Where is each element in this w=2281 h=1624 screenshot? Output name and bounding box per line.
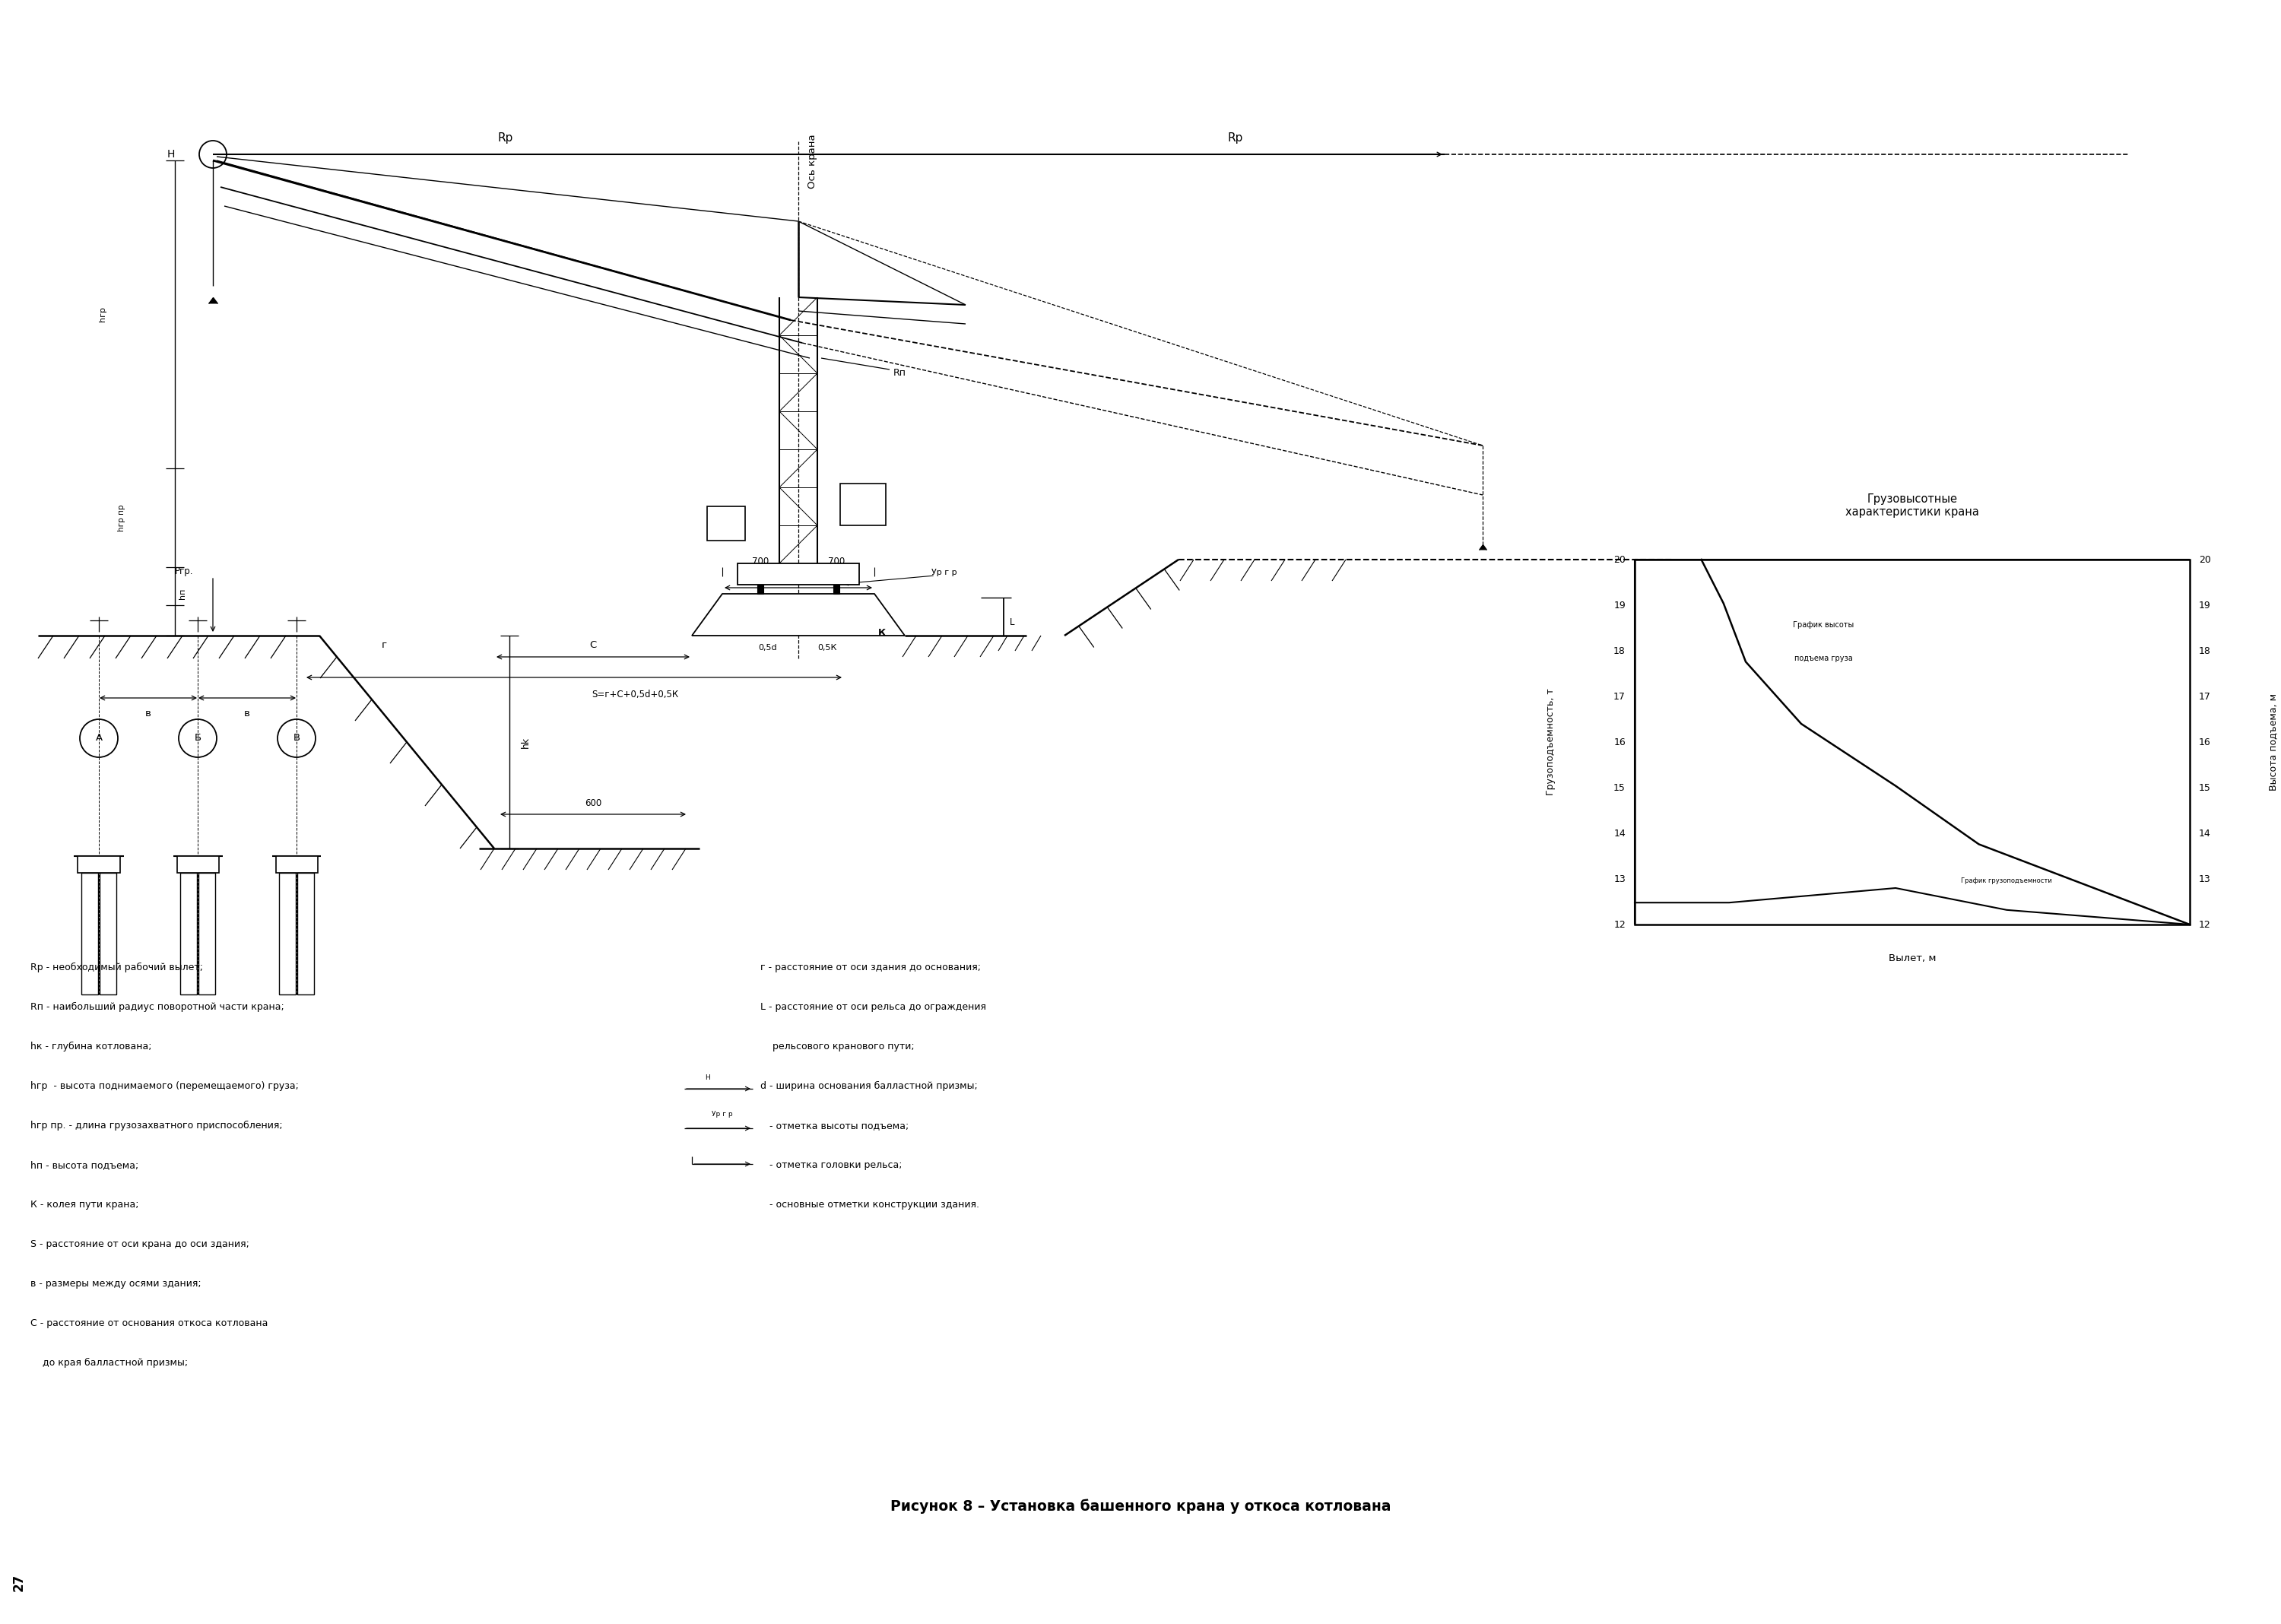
Text: Ось крана: Ось крана	[807, 133, 817, 188]
Text: hгр: hгр	[98, 307, 107, 322]
Text: hгр пр: hгр пр	[119, 505, 125, 531]
Text: Rп - наибольший радиус поворотной части крана;: Rп - наибольший радиус поворотной части …	[30, 1002, 285, 1012]
Bar	[276, 856, 317, 872]
Text: S=г+С+0,5d+0,5К: S=г+С+0,5d+0,5К	[591, 689, 677, 698]
Text: d - ширина основания балластной призмы;: d - ширина основания балластной призмы;	[760, 1082, 979, 1091]
Text: 18: 18	[1613, 646, 1626, 656]
Text: - отметка высоты подъема;: - отметка высоты подъема;	[760, 1121, 908, 1130]
Text: Rp - необходимый рабочий вылет;: Rp - необходимый рабочий вылет;	[30, 963, 203, 973]
Text: 17: 17	[1613, 692, 1626, 702]
Text: H: H	[167, 149, 176, 159]
Text: 15: 15	[2199, 783, 2210, 793]
Text: в: в	[244, 708, 251, 718]
Bar	[737, 564, 860, 585]
Bar	[180, 872, 196, 994]
Text: - отметка головки рельса;: - отметка головки рельса;	[760, 1160, 901, 1171]
Text: С: С	[588, 640, 598, 651]
Bar	[833, 585, 839, 594]
Text: Ур г р: Ур г р	[712, 1111, 732, 1117]
Text: 13: 13	[1613, 874, 1626, 883]
Text: Вылет, м: Вылет, м	[1889, 953, 1937, 963]
Text: Грузовысотные
характеристики крана: Грузовысотные характеристики крана	[1845, 494, 1980, 518]
Text: 16: 16	[2199, 737, 2210, 747]
Text: 13: 13	[2199, 874, 2210, 883]
Text: г - расстояние от оси здания до основания;: г - расстояние от оси здания до основани…	[760, 963, 981, 973]
Polygon shape	[691, 594, 906, 635]
Text: - основные отметки конструкции здания.: - основные отметки конструкции здания.	[760, 1200, 979, 1210]
Text: График высоты: График высоты	[1793, 622, 1854, 628]
Text: рельсового кранового пути;: рельсового кранового пути;	[760, 1041, 915, 1051]
Text: 16: 16	[1613, 737, 1626, 747]
Text: hк - глубина котлована;: hк - глубина котлована;	[30, 1041, 151, 1052]
Text: H: H	[705, 1073, 709, 1080]
Text: С - расстояние от основания откоса котлована: С - расстояние от основания откоса котло…	[30, 1319, 267, 1328]
Text: 20: 20	[2199, 555, 2210, 565]
Text: Грузоподъемность, т: Грузоподъемность, т	[1547, 689, 1556, 796]
Text: hп - высота подъема;: hп - высота подъема;	[30, 1160, 139, 1171]
Bar	[278, 872, 297, 994]
Text: в: в	[146, 708, 151, 718]
Text: 18: 18	[2199, 646, 2210, 656]
Bar	[78, 856, 119, 872]
Text: 0,5d: 0,5d	[760, 645, 778, 651]
Text: L - расстояние от оси рельса до ограждения: L - расстояние от оси рельса до огражден…	[760, 1002, 985, 1012]
Text: 20: 20	[1613, 555, 1626, 565]
Text: в - размеры между осями здания;: в - размеры между осями здания;	[30, 1278, 201, 1289]
Text: до края балластной призмы;: до края балластной призмы;	[30, 1358, 187, 1367]
Bar	[100, 872, 116, 994]
Text: Rp: Rp	[1227, 132, 1243, 143]
Text: 12: 12	[1613, 919, 1626, 929]
Text: 27: 27	[11, 1574, 25, 1592]
Text: hгр пр. - длина грузозахватного приспособления;: hгр пр. - длина грузозахватного приспосо…	[30, 1121, 283, 1130]
Text: 700: 700	[753, 555, 769, 567]
Text: 17: 17	[2199, 692, 2210, 702]
Bar	[198, 872, 214, 994]
Text: 15: 15	[1613, 783, 1626, 793]
Text: А: А	[96, 734, 103, 744]
Text: г: г	[381, 640, 388, 651]
Text: 700: 700	[828, 555, 844, 567]
Text: d: d	[796, 570, 801, 580]
Text: Ргр.: Ргр.	[176, 567, 194, 577]
Text: hп: hп	[178, 588, 187, 599]
Bar	[178, 856, 219, 872]
Text: К: К	[878, 627, 885, 638]
Bar	[82, 872, 98, 994]
Text: 19: 19	[1613, 601, 1626, 611]
Text: подъема груза: подъема груза	[1795, 654, 1852, 663]
Text: 14: 14	[1613, 828, 1626, 838]
Text: Б: Б	[194, 734, 201, 744]
Text: В: В	[292, 734, 301, 744]
Bar	[297, 872, 315, 994]
Text: К - колея пути крана;: К - колея пути крана;	[30, 1200, 139, 1210]
Text: 14: 14	[2199, 828, 2210, 838]
Text: hk: hk	[520, 736, 531, 747]
Text: Высота подъема, м: Высота подъема, м	[2267, 693, 2279, 791]
Bar	[1635, 560, 2190, 924]
Text: 12: 12	[2199, 919, 2210, 929]
Text: Ур г р: Ур г р	[931, 568, 958, 577]
Bar	[839, 484, 885, 526]
Text: 19: 19	[2199, 601, 2210, 611]
Text: 0,5К: 0,5К	[817, 645, 837, 651]
Bar	[707, 507, 746, 541]
Bar	[757, 585, 764, 594]
Text: 600: 600	[584, 797, 602, 807]
Text: hгр  - высота поднимаемого (перемещаемого) груза;: hгр - высота поднимаемого (перемещаемого…	[30, 1082, 299, 1091]
Text: S - расстояние от оси крана до оси здания;: S - расстояние от оси крана до оси здани…	[30, 1239, 249, 1249]
Text: График грузоподъемности: График грузоподъемности	[1962, 877, 2053, 883]
Text: Рисунок 8 – Установка башенного крана у откоса котлована: Рисунок 8 – Установка башенного крана у …	[890, 1499, 1391, 1514]
Text: L: L	[1010, 617, 1015, 627]
Text: Rp: Rp	[497, 132, 513, 143]
Text: Rп: Rп	[894, 369, 906, 378]
